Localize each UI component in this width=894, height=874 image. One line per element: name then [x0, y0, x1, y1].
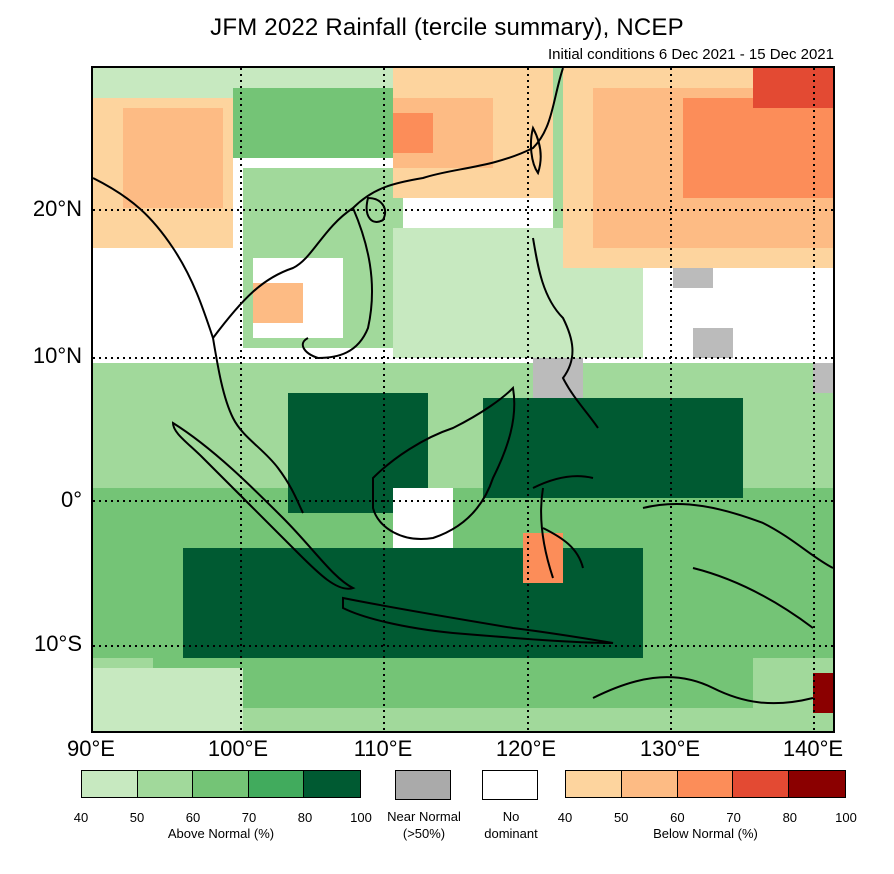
legend-below-tick: 40 [557, 810, 573, 825]
legend-near-label: Near Normal (>50%) [369, 808, 479, 842]
zone-near-1 [693, 328, 733, 358]
legend-above-swatch-70 [248, 771, 305, 797]
legend-near-normal: Near Normal (>50%) [387, 770, 461, 842]
rainfall-map-canvas [93, 68, 833, 731]
legend-above-swatch-60 [193, 771, 249, 797]
legend-above-swatch-80 [304, 771, 360, 797]
zone-below-nw-2 [123, 108, 223, 208]
legend-above-ticks: 40 50 60 70 80 100 [74, 810, 372, 826]
zone-below-small [253, 283, 303, 323]
legend-near-swatch [395, 770, 451, 800]
legend-below-label: Below Normal (%) [653, 826, 758, 841]
legend-below-tick: 70 [726, 810, 741, 825]
map-title: JFM 2022 Rainfall (tercile summary), NCE… [210, 14, 684, 41]
legend-below-bar [565, 770, 846, 798]
legend-below-tick: 60 [670, 810, 685, 825]
zone-near-4 [673, 268, 713, 288]
legend-below-swatch-40 [566, 771, 622, 797]
legend-below-swatch-80 [789, 771, 845, 797]
legend-none-label-line1: No [502, 809, 520, 824]
legend-above-tick: 50 [129, 810, 145, 825]
legend-near-label-line2: (>50%) [402, 826, 446, 841]
zone-above-mid [153, 658, 753, 708]
zone-above-north-2 [233, 88, 403, 158]
lat-label-20n: 20°N [32, 196, 82, 221]
legend-near-label-line1: Near Normal [387, 809, 461, 824]
legend-above-tick: 40 [73, 810, 89, 825]
lat-label-0: 0° [60, 487, 82, 512]
legend-above-tick: 60 [185, 810, 201, 825]
coastlines [93, 68, 833, 705]
lon-label-130e: 130°E [639, 736, 701, 761]
legend-above-tick: 80 [297, 810, 313, 825]
zone-near-3 [813, 363, 833, 393]
legend-below-tick: 80 [782, 810, 798, 825]
legend-none-swatch [482, 770, 538, 800]
legend-above-tick: 100 [350, 810, 372, 825]
legend-no-dominant: No dominant [482, 770, 540, 842]
legend-none-label: No dominant [461, 808, 561, 842]
rainfall-map [91, 66, 835, 733]
legend-below-swatch-50 [621, 771, 678, 797]
map-subtitle: Initial conditions 6 Dec 2021 - 15 Dec 2… [547, 46, 834, 63]
zone-below-deep [813, 673, 833, 713]
lat-label-10s: 10°S [34, 631, 82, 656]
lon-label-110e: 110°E [353, 736, 413, 761]
zone-above-light-south [93, 668, 243, 731]
legend-above-bar [81, 770, 361, 798]
graticule [93, 68, 833, 731]
legend-above-swatch-50 [137, 771, 194, 797]
zone-none-1 [93, 238, 153, 348]
lon-label-140e: 140°E [782, 736, 844, 761]
legend-below-swatch-70 [733, 771, 790, 797]
legend-below-tick: 50 [613, 810, 629, 825]
lat-label-10n: 10°N [32, 343, 82, 368]
zone-below-nc-3 [393, 113, 433, 153]
zone-below-ne-4 [753, 68, 833, 108]
legend-above-swatch-40 [82, 771, 138, 797]
legend-above-label: Above Normal (%) [167, 826, 275, 841]
zone-below-ne-3 [683, 98, 833, 198]
legend-above-tick: 70 [241, 810, 257, 825]
legend-none-label-line2: dominant [484, 826, 538, 841]
lon-label-120e: 120°E [495, 736, 557, 761]
zone-above-dark-3 [183, 548, 643, 658]
legend-above-normal: 40 50 60 70 80 100 Above Normal (%) [74, 770, 372, 841]
lon-label-90e: 90°E [67, 736, 115, 761]
zone-near-2 [533, 358, 583, 398]
lon-label-100e: 100°E [207, 736, 269, 761]
legend-below-swatch-60 [677, 771, 734, 797]
zone-above-dark-2 [483, 398, 743, 498]
legend-below-normal: 40 50 60 70 80 100 Below Normal (%) [558, 770, 857, 841]
legend-below-ticks: 40 50 60 70 80 100 [558, 810, 857, 826]
legend-below-tick: 100 [835, 810, 857, 825]
